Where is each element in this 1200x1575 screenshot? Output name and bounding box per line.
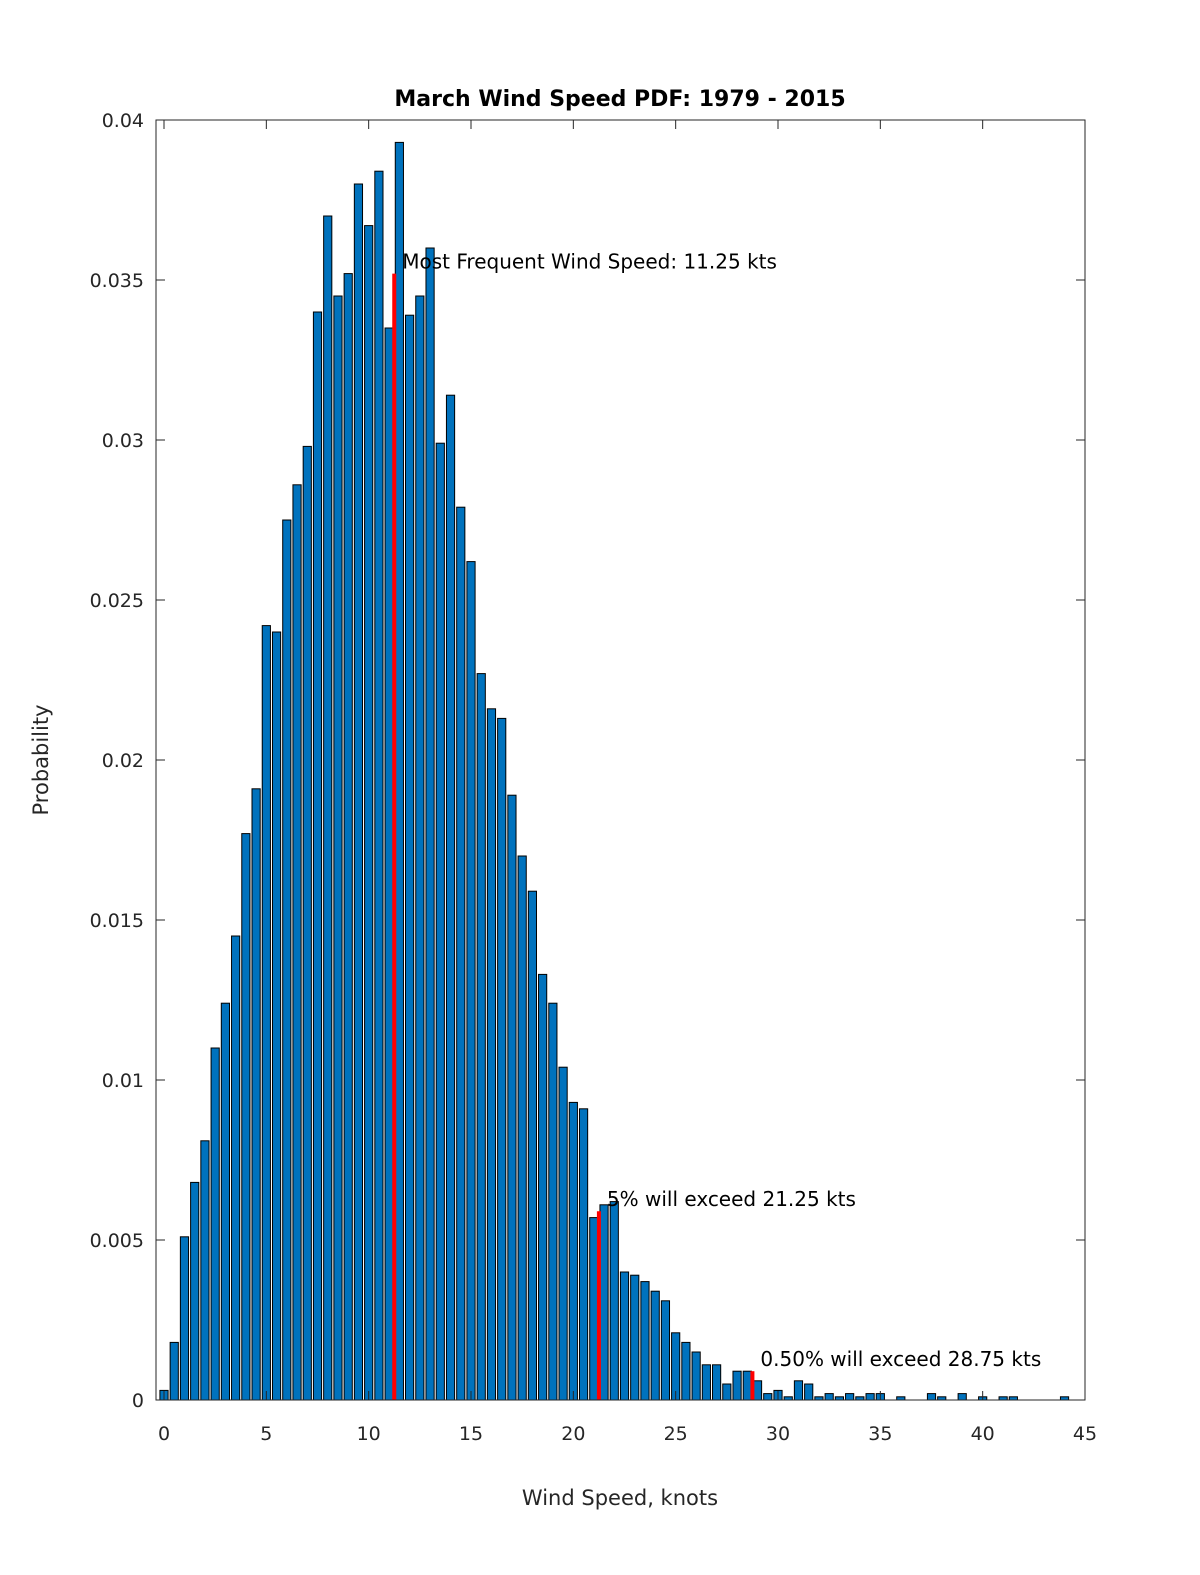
bar xyxy=(425,247,435,1401)
bar xyxy=(435,442,445,1401)
bar xyxy=(292,484,302,1401)
bar xyxy=(527,890,537,1401)
bar xyxy=(210,1047,220,1401)
marker-annotation: 5% will exceed 21.25 kts xyxy=(607,1187,856,1211)
bar xyxy=(374,170,384,1401)
bar xyxy=(364,225,374,1401)
x-axis-ticks: 0 5 10 15 20 25 30 35 40 45 xyxy=(158,120,1097,1445)
y-tick-label: 0.025 xyxy=(90,590,144,612)
bar xyxy=(456,506,466,1401)
bar xyxy=(343,273,353,1401)
x-tick-label: 25 xyxy=(664,1423,688,1445)
bar xyxy=(558,1066,568,1401)
bar xyxy=(323,215,333,1401)
bar xyxy=(405,314,415,1401)
bar xyxy=(261,625,271,1401)
bar xyxy=(701,1364,711,1401)
x-tick-label: 20 xyxy=(561,1423,585,1445)
bar xyxy=(793,1380,804,1401)
y-tick-label: 0.03 xyxy=(102,430,144,452)
bar xyxy=(241,833,251,1401)
x-axis-label: Wind Speed, knots xyxy=(522,1486,718,1510)
bar xyxy=(312,311,323,1401)
x-tick-label: 45 xyxy=(1073,1423,1097,1445)
bar xyxy=(640,1281,650,1401)
bar xyxy=(660,1300,671,1401)
bar xyxy=(742,1370,752,1401)
marker-annotation: Most Frequent Wind Speed: 11.25 kts xyxy=(402,250,777,274)
bar xyxy=(548,1002,558,1401)
bar xyxy=(271,631,282,1401)
bar xyxy=(394,141,404,1401)
bar xyxy=(926,1393,937,1401)
x-tick-label: 35 xyxy=(868,1423,892,1445)
bar xyxy=(486,708,497,1401)
bar xyxy=(231,935,241,1401)
bar xyxy=(538,973,548,1401)
bar xyxy=(578,1108,589,1401)
y-axis-ticks: 0 0.005 0.01 0.015 0.02 0.025 0.03 0.035 0.04 xyxy=(90,110,1085,1412)
bar xyxy=(681,1341,691,1401)
bar xyxy=(722,1383,732,1401)
bar xyxy=(599,1204,609,1401)
bar xyxy=(415,295,425,1401)
x-tick-label: 15 xyxy=(459,1423,483,1445)
bar xyxy=(619,1271,630,1401)
bar xyxy=(200,1140,210,1401)
bar xyxy=(220,1002,230,1401)
chart-title: March Wind Speed PDF: 1979 - 2015 xyxy=(394,87,845,112)
annotations-group: Most Frequent Wind Speed: 11.25 kts 5% wi… xyxy=(402,250,1041,1372)
bar xyxy=(466,561,476,1401)
y-tick-label: 0.035 xyxy=(90,270,144,292)
bar xyxy=(302,445,312,1401)
bar xyxy=(589,1217,599,1401)
y-axis-label: Probability xyxy=(29,704,53,815)
bar xyxy=(445,394,456,1401)
x-tick-label: 40 xyxy=(971,1423,995,1445)
bar xyxy=(671,1332,681,1401)
x-tick-label: 30 xyxy=(766,1423,790,1445)
y-tick-label: 0.04 xyxy=(102,110,144,132)
bar xyxy=(630,1274,640,1401)
bar xyxy=(957,1393,967,1401)
x-tick-label: 0 xyxy=(158,1423,170,1445)
bar xyxy=(845,1393,855,1401)
y-tick-label: 0.02 xyxy=(102,750,144,772)
markers-group xyxy=(392,273,755,1400)
bars-group xyxy=(159,141,1070,1401)
bar xyxy=(568,1101,578,1401)
bar xyxy=(497,717,507,1401)
bar xyxy=(824,1393,834,1401)
bar xyxy=(804,1383,814,1401)
bar xyxy=(251,788,261,1401)
bar xyxy=(691,1351,701,1401)
marker-annotation: 0.50% will exceed 28.75 kts xyxy=(760,1347,1041,1371)
bar xyxy=(282,519,292,1401)
bar xyxy=(650,1290,660,1401)
bar xyxy=(333,295,343,1401)
bar xyxy=(169,1341,179,1401)
bar xyxy=(712,1364,722,1401)
y-tick-label: 0 xyxy=(132,1390,144,1412)
bar xyxy=(609,1201,619,1401)
x-tick-label: 5 xyxy=(260,1423,272,1445)
y-tick-label: 0.015 xyxy=(90,910,144,932)
bar xyxy=(517,855,527,1401)
bar xyxy=(353,183,364,1401)
bar xyxy=(476,673,486,1401)
bar xyxy=(865,1393,875,1401)
bar xyxy=(179,1236,190,1401)
bar xyxy=(190,1181,200,1401)
y-tick-label: 0.01 xyxy=(102,1070,144,1092)
bar xyxy=(763,1393,773,1401)
y-tick-label: 0.005 xyxy=(90,1230,144,1252)
bar xyxy=(384,327,394,1401)
x-tick-label: 10 xyxy=(357,1423,381,1445)
bar xyxy=(507,794,517,1401)
bar xyxy=(732,1370,742,1401)
bar xyxy=(752,1380,763,1401)
